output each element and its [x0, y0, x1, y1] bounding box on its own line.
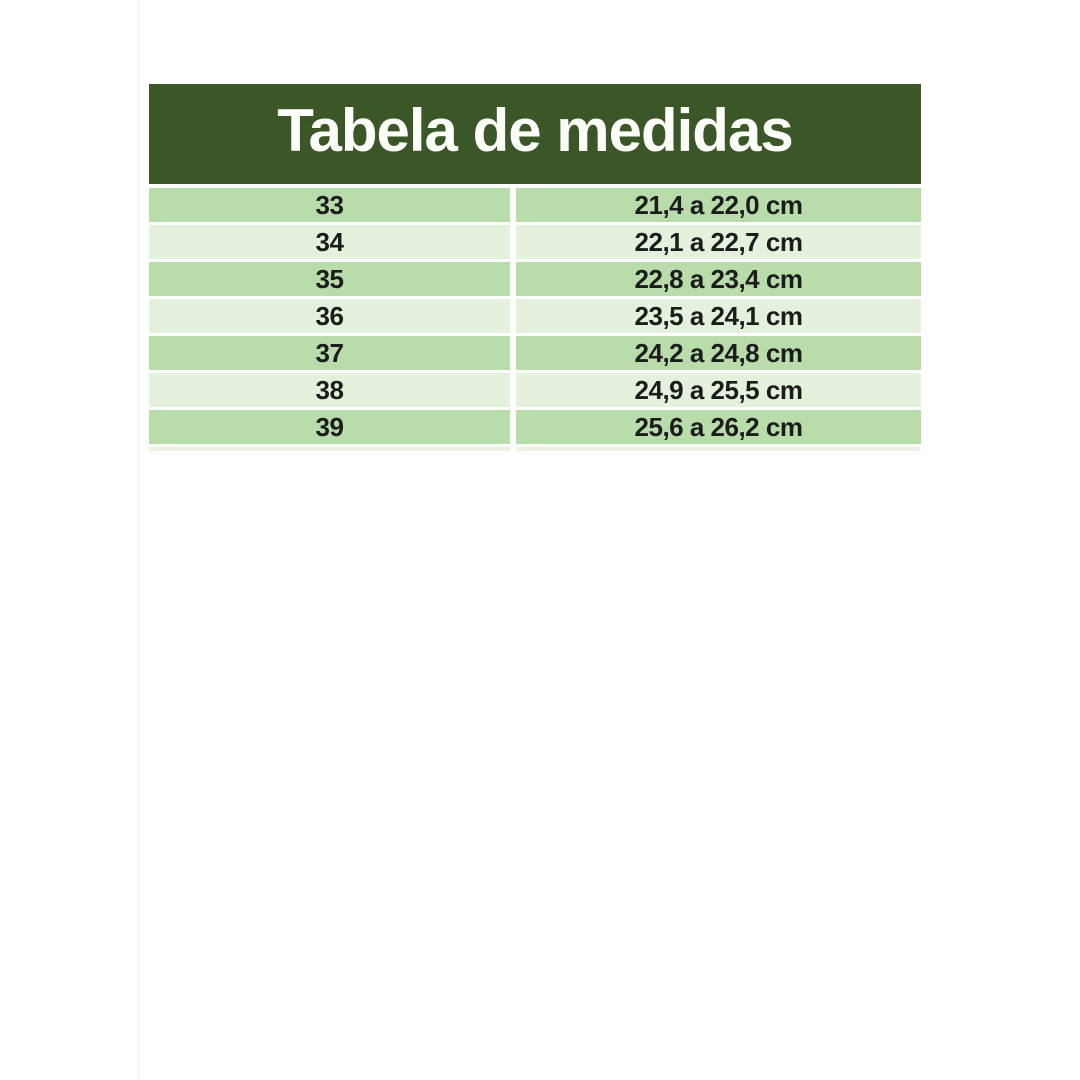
size-cell: 34: [149, 225, 510, 259]
size-chart-header: Tabela de medidas: [149, 84, 921, 184]
table-row: 33 21,4 a 22,0 cm: [149, 188, 921, 222]
sliver-cell: [149, 447, 510, 451]
range-cell: 23,5 a 24,1 cm: [516, 299, 921, 333]
size-cell: 33: [149, 188, 510, 222]
range-cell: 21,4 a 22,0 cm: [516, 188, 921, 222]
size-cell: 38: [149, 373, 510, 407]
table-row: 36 23,5 a 24,1 cm: [149, 299, 921, 333]
table-row: 35 22,8 a 23,4 cm: [149, 262, 921, 296]
table-row: 37 24,2 a 24,8 cm: [149, 336, 921, 370]
canvas-edge-artifact: [137, 0, 140, 1080]
table-row: 38 24,9 a 25,5 cm: [149, 373, 921, 407]
range-cell: 24,2 a 24,8 cm: [516, 336, 921, 370]
range-cell: 22,8 a 23,4 cm: [516, 262, 921, 296]
size-cell: 37: [149, 336, 510, 370]
size-cell: 36: [149, 299, 510, 333]
range-cell: 22,1 a 22,7 cm: [516, 225, 921, 259]
range-cell: 25,6 a 26,2 cm: [516, 410, 921, 444]
size-chart-title: Tabela de medidas: [277, 97, 793, 164]
size-chart-rows: 33 21,4 a 22,0 cm 34 22,1 a 22,7 cm 35 2…: [149, 188, 921, 444]
size-cell: 39: [149, 410, 510, 444]
table-row: 39 25,6 a 26,2 cm: [149, 410, 921, 444]
table-cropped-row-sliver: [149, 447, 921, 451]
sliver-cell: [516, 447, 921, 451]
table-row: 34 22,1 a 22,7 cm: [149, 225, 921, 259]
size-cell: 35: [149, 262, 510, 296]
size-chart-table: Tabela de medidas 33 21,4 a 22,0 cm 34 2…: [149, 84, 921, 451]
range-cell: 24,9 a 25,5 cm: [516, 373, 921, 407]
